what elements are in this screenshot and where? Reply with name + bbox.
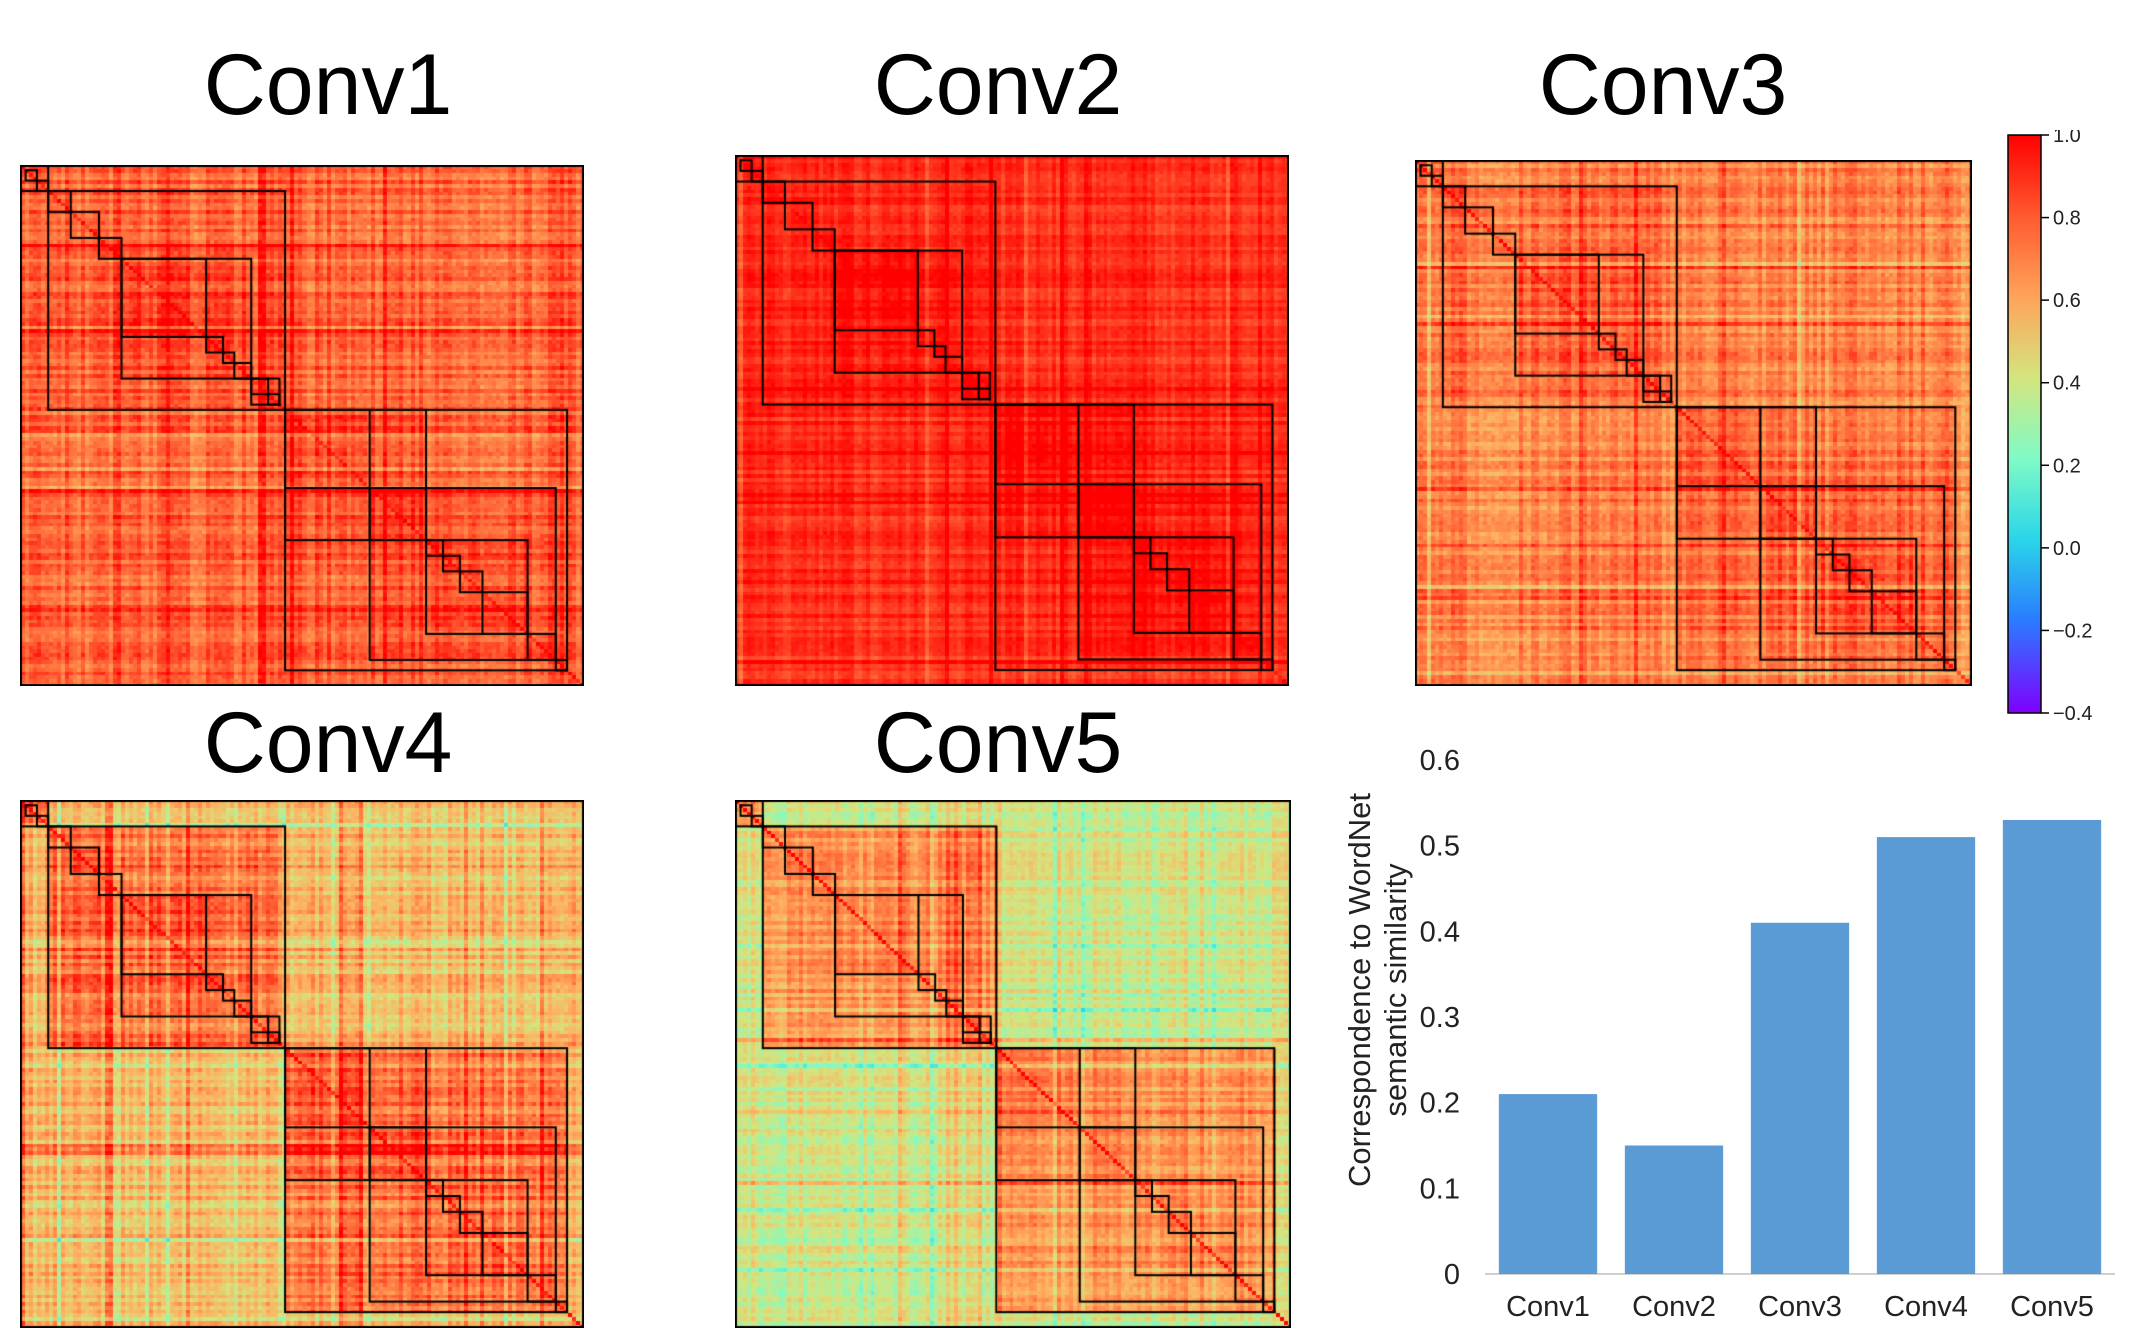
x-tick-label: Conv2 [1632,1291,1716,1323]
heatmap-conv1 [20,165,584,686]
colorbar-tick-label: 0.2 [2053,455,2081,477]
y-axis-label-line1: Correspondence to WordNet [1342,793,1377,1187]
panel-title-conv4: Conv4 [203,695,453,791]
heatmap-conv2 [735,155,1289,686]
x-tick-label: Conv1 [1506,1291,1590,1323]
bar-conv3 [1750,922,1850,1274]
bar-conv4 [1876,837,1976,1274]
x-axis-ticks: Conv1 Conv2 Conv3 Conv4 Conv5 [1506,1291,2094,1323]
bar-chart: Correspondence to WordNet semantic simil… [1342,745,2115,1323]
y-tick-label: 0.6 [1420,745,1460,777]
panel-title-conv3: Conv3 [1538,37,1788,133]
colorbar-tick-label: −0.2 [2053,620,2092,642]
y-tick-label: 0 [1444,1259,1460,1291]
colorbar-tick-label: −0.4 [2053,703,2092,725]
heatmap-conv5 [735,800,1291,1328]
bar-conv5 [2002,819,2102,1274]
bars [1498,819,2102,1274]
y-tick-label: 0.2 [1420,1088,1460,1120]
y-tick-label: 0.1 [1420,1173,1460,1205]
x-tick-label: Conv3 [1758,1291,1842,1323]
colorbar-tick-label: 0.0 [2053,538,2081,560]
y-axis-label-line2: semantic similarity [1378,863,1413,1117]
y-tick-label: 0.5 [1420,831,1460,863]
panel-title-conv2: Conv2 [873,37,1123,133]
colorbar-tick-label: 0.6 [2053,290,2081,312]
x-tick-label: Conv5 [2010,1291,2094,1323]
panel-title-conv1: Conv1 [203,37,453,133]
colorbar-ticks: 1.0 0.8 0.6 0.4 0.2 0.0 −0.2 −0.4 [2041,130,2092,725]
y-tick-label: 0.4 [1420,916,1460,948]
colorbar-tick-label: 0.4 [2053,373,2081,395]
panel-title-conv5: Conv5 [873,695,1123,791]
heatmap-conv4 [20,800,584,1328]
bar-conv2 [1624,1145,1724,1274]
colorbar: 1.0 0.8 0.6 0.4 0.2 0.0 −0.2 −0.4 [2007,130,2092,725]
colorbar-tick-label: 1.0 [2053,130,2081,147]
y-tick-label: 0.3 [1420,1002,1460,1034]
colorbar-tick-label: 0.8 [2053,208,2081,230]
colorbar-gradient [2007,134,2042,714]
heatmap-conv3 [1415,160,1972,686]
y-axis-ticks: 0 0.1 0.2 0.3 0.4 0.5 0.6 [1420,745,1460,1291]
bar-conv1 [1498,1094,1598,1274]
x-tick-label: Conv4 [1884,1291,1968,1323]
